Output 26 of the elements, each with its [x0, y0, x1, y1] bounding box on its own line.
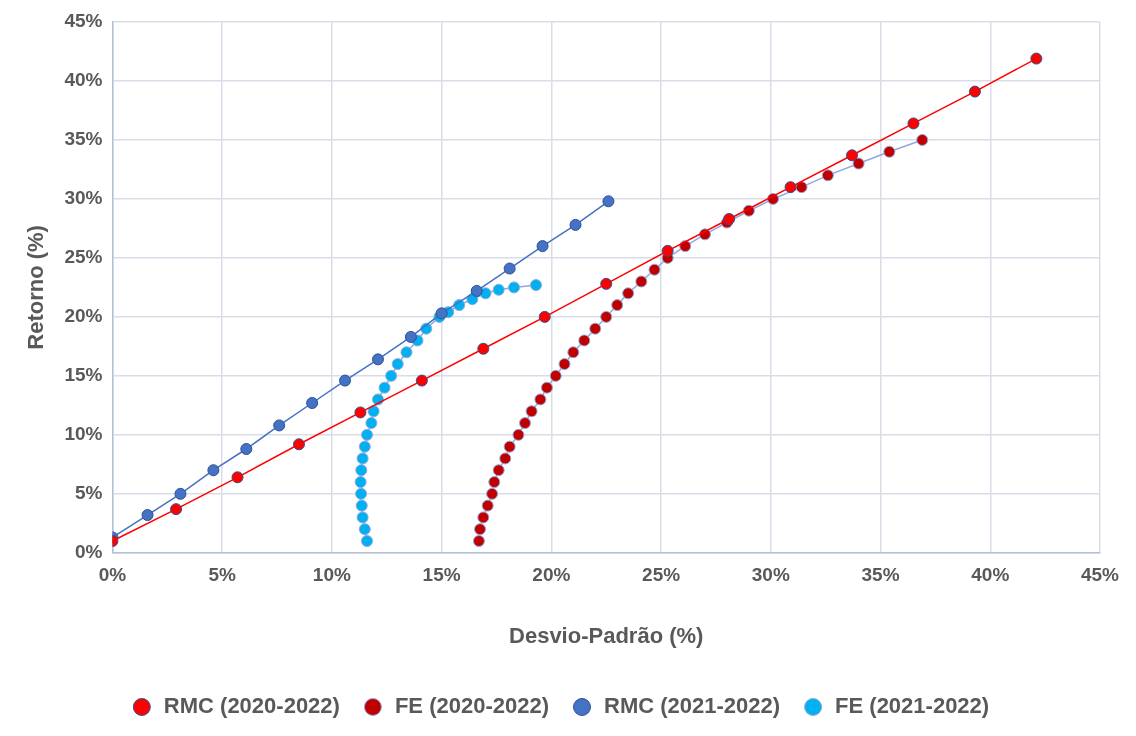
- y-tick-label: 5%: [74, 482, 103, 504]
- y-tick-label: 0%: [74, 541, 103, 563]
- x-tick-label: 10%: [312, 564, 352, 586]
- y-tick-label: 45%: [64, 10, 103, 32]
- x-tick-label: 20%: [532, 564, 571, 586]
- y-tick-label: 35%: [64, 128, 103, 150]
- y-tick-label: 20%: [64, 305, 103, 327]
- y-tick-label: 15%: [64, 364, 103, 386]
- x-axis-title: Desvio-Padrão (%): [509, 622, 704, 648]
- x-tick-label: 30%: [751, 564, 790, 586]
- x-tick-label: 5%: [208, 564, 236, 586]
- legend-label: RMC (2020-2022): [163, 693, 340, 719]
- legend-label: FE (2020-2022): [394, 693, 550, 719]
- x-tick-label: 0%: [98, 564, 127, 586]
- legend-label: RMC (2021-2022): [604, 693, 781, 719]
- y-tick-label: 30%: [64, 187, 103, 209]
- x-tick-label: 40%: [971, 564, 1010, 586]
- y-tick-label: 40%: [64, 69, 103, 91]
- x-tick-label: 45%: [1080, 564, 1120, 586]
- y-tick-label: 10%: [64, 423, 103, 445]
- x-tick-label: 35%: [861, 564, 900, 586]
- y-tick-label: 25%: [64, 246, 103, 268]
- x-tick-label: 25%: [642, 564, 681, 586]
- x-tick-label: 15%: [422, 564, 461, 586]
- legend-label: FE (2021-2022): [835, 693, 990, 719]
- y-axis-title: Retorno (%): [23, 225, 49, 350]
